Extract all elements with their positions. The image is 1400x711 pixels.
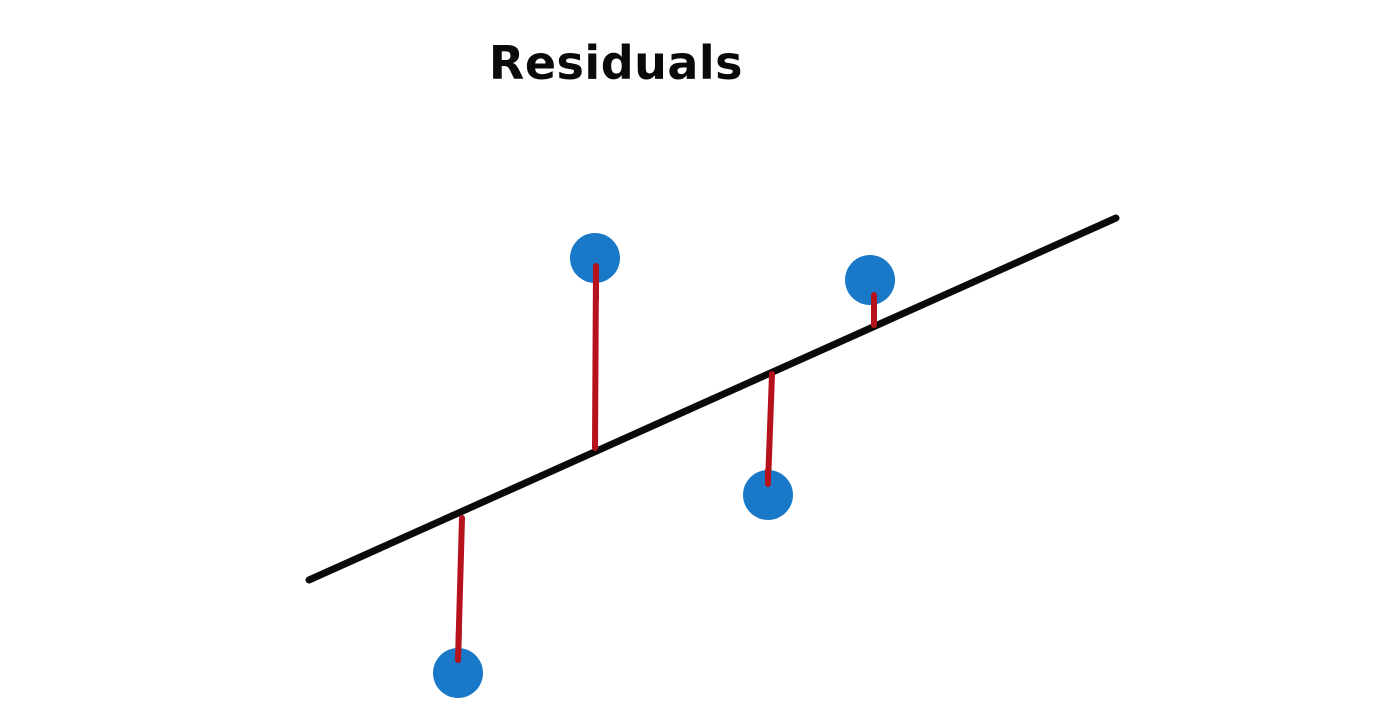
residual-line-3 [765,371,775,487]
diagram-title: Residuals [488,36,744,90]
data-point-3 [743,470,793,520]
residual-line-1-tip [455,627,462,663]
data-point-2 [570,233,620,283]
data-point-4 [845,255,895,305]
data-point-1 [433,648,483,698]
regression-line [305,214,1120,584]
